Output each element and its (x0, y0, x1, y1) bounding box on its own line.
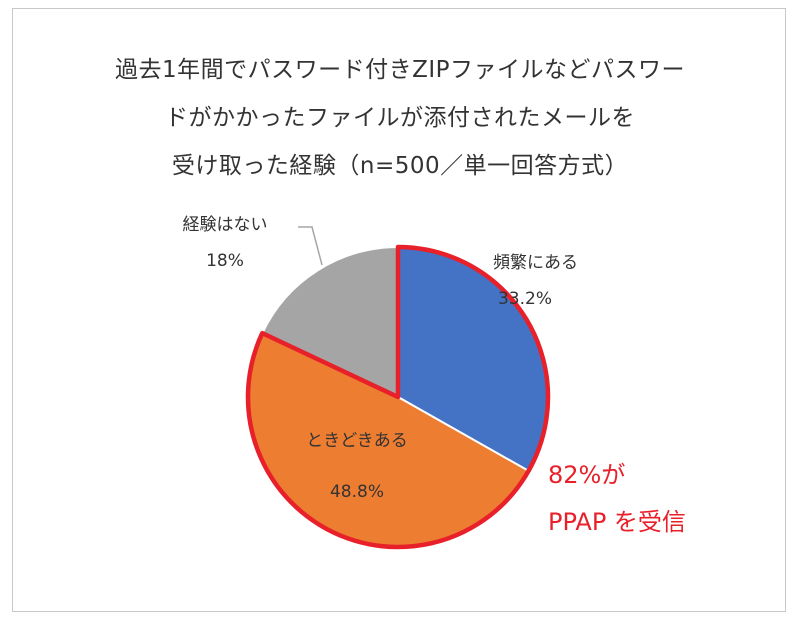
slice-label-never: 経験はない (183, 215, 268, 235)
pie-slice-2 (260, 245, 399, 399)
annotation-line-2: PPAP を受信 (548, 508, 686, 536)
slice-value-frequent: 33.2% (498, 289, 552, 309)
chart-title-line-3: 受け取った経験（n=500／単一回答方式） (171, 153, 629, 179)
slice-label-sometimes: ときどきある (306, 431, 408, 451)
slice-value-never: 18% (206, 251, 244, 271)
highlight-outline (245, 244, 551, 550)
leader-line (298, 226, 323, 266)
chart-title-line-1: 過去1年間でパスワード付きZIPファイルなどパスワー (114, 57, 686, 83)
chart-title-line-2: ドがかかったファイルが添付されたメールを (165, 105, 635, 131)
annotation-line-1: 82%が (548, 461, 625, 489)
slice-label-frequent: 頻繁にある (493, 253, 578, 273)
slice-value-sometimes: 48.8% (330, 482, 384, 502)
